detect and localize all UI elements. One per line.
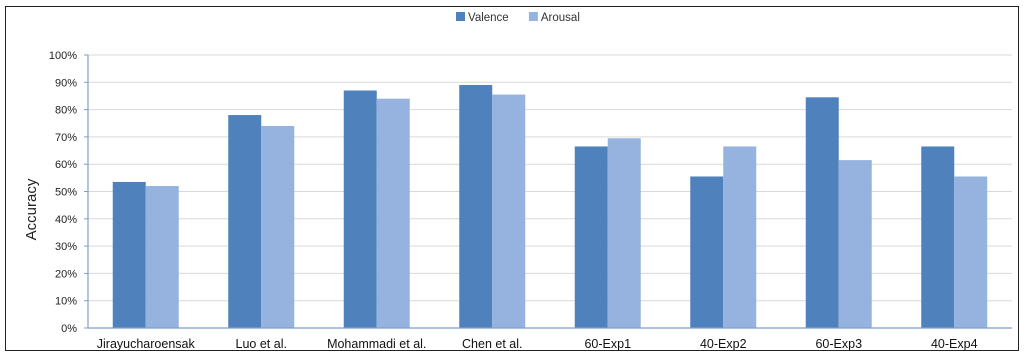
legend-label-valence: Valence (468, 12, 509, 24)
x-tick-label: 40-Exp2 (700, 337, 747, 351)
y-tick-label: 80% (55, 105, 77, 117)
x-tick-label: Jirayucharoensak (97, 337, 196, 351)
legend-swatch-valence (456, 12, 465, 21)
bar-arousal-1 (145, 186, 179, 328)
legend-label-arousal: Arousal (541, 12, 580, 24)
bar-arousal-8 (954, 176, 988, 328)
x-tick-label: Mohammadi et al. (327, 337, 426, 351)
legend-swatch-arousal (528, 12, 538, 21)
bar-valence-5 (574, 146, 608, 328)
y-tick-label: 20% (55, 268, 77, 280)
x-axis: Jirayucharoensak Luo et al. Mohammadi et a… (88, 327, 1012, 351)
y-tick-label: 100% (49, 50, 77, 62)
y-tick-label: 10% (55, 296, 77, 308)
bar-arousal-7 (838, 160, 872, 328)
bar-arousal-5 (607, 138, 641, 328)
bar-valence-2 (228, 115, 262, 328)
x-tick-label: Luo et al. (236, 337, 287, 351)
bar-valence-1 (112, 181, 146, 328)
bar-valence-7 (805, 97, 839, 328)
y-tick-label: 60% (55, 159, 77, 171)
bar-arousal-2 (261, 125, 295, 328)
x-tick-label: 60-Exp3 (815, 337, 862, 351)
bar-valence-4 (459, 85, 493, 328)
bar-arousal-4 (492, 94, 526, 329)
bar-arousal-6 (723, 146, 757, 328)
y-tick-label: 40% (55, 214, 77, 226)
bars (112, 85, 988, 329)
bar-valence-3 (343, 90, 377, 329)
y-tick-label: 30% (55, 241, 77, 253)
y-axis-label: Accuracy (23, 178, 40, 240)
x-tick-label: 40-Exp4 (931, 337, 978, 351)
y-tick-label: 50% (55, 187, 77, 199)
y-tick-label: 0% (61, 323, 77, 335)
legend: Valence Arousal (456, 12, 580, 24)
y-tick-label: 90% (55, 77, 77, 89)
y-tick-label: 70% (55, 132, 77, 144)
bar-valence-6 (690, 176, 724, 328)
y-axis: 0% 10% 20% 30% 40% 50% 60% 70% 80% 90% 100% (49, 50, 89, 335)
x-tick-label: 60-Exp1 (584, 337, 631, 351)
x-tick-label: Chen et al. (462, 337, 522, 351)
bar-arousal-3 (376, 98, 410, 329)
gridlines (88, 54, 1012, 302)
bar-valence-8 (921, 146, 955, 328)
